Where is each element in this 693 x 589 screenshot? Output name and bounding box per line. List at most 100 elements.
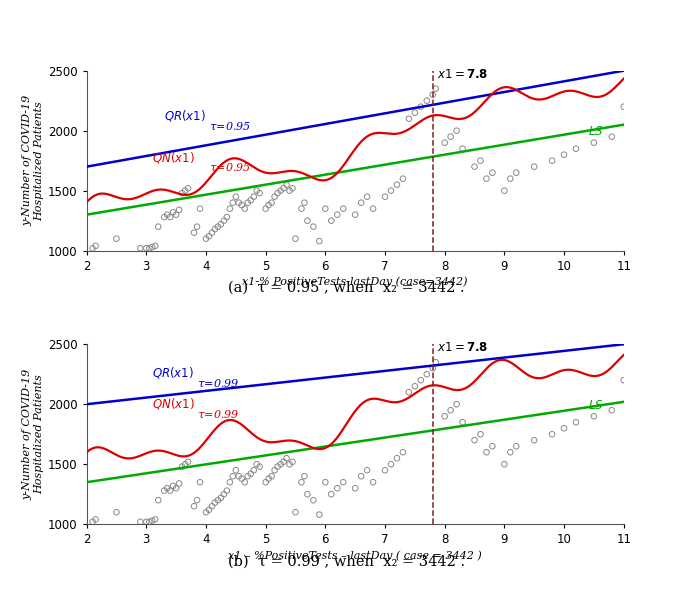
Point: [182, 184, 193, 193]
Point: [147, 516, 158, 525]
Point: [356, 198, 367, 207]
Point: [173, 205, 184, 214]
Point: [278, 457, 289, 466]
Point: [410, 382, 421, 391]
Point: [332, 210, 343, 219]
Point: [147, 242, 158, 252]
Point: [266, 472, 277, 481]
Point: [221, 213, 232, 222]
Point: [588, 138, 599, 147]
Point: [350, 210, 361, 219]
Point: [251, 186, 262, 196]
Point: [415, 376, 426, 385]
Point: [143, 243, 155, 253]
Point: [111, 234, 122, 243]
Point: [87, 243, 98, 253]
Text: $LS$: $LS$: [588, 125, 604, 138]
Point: [547, 429, 558, 439]
Point: [362, 192, 373, 201]
Point: [415, 102, 426, 111]
Text: $\tau$=0.95: $\tau$=0.95: [209, 120, 251, 132]
Point: [152, 495, 164, 505]
Point: [216, 220, 227, 229]
Point: [392, 180, 403, 190]
Point: [385, 459, 396, 469]
Point: [150, 515, 161, 524]
Point: [266, 198, 277, 207]
Point: [445, 405, 456, 415]
Point: [319, 478, 331, 487]
Point: [403, 388, 414, 397]
Point: [161, 210, 173, 219]
Point: [430, 358, 441, 367]
Point: [439, 138, 450, 147]
Text: $x1 = \mathbf{7.8}$: $x1 = \mathbf{7.8}$: [437, 342, 488, 355]
Point: [403, 114, 414, 123]
Point: [87, 517, 98, 527]
Point: [212, 222, 223, 231]
Point: [173, 479, 184, 488]
Point: [236, 200, 247, 210]
Point: [168, 207, 179, 217]
Point: [195, 204, 206, 213]
Point: [239, 478, 250, 487]
Point: [143, 517, 155, 527]
Point: [216, 493, 227, 502]
Point: [90, 241, 101, 250]
Point: [427, 90, 438, 100]
Point: [362, 465, 373, 475]
Point: [430, 84, 441, 94]
Point: [326, 216, 337, 226]
Point: [159, 213, 170, 222]
X-axis label: x1-% PositiveTests-lastDay (case=3442): x1-% PositiveTests-lastDay (case=3442): [243, 277, 468, 287]
Point: [451, 399, 462, 409]
Point: [159, 486, 170, 495]
Point: [421, 96, 432, 105]
Point: [188, 501, 200, 511]
Point: [290, 508, 301, 517]
Point: [299, 472, 310, 481]
Point: [204, 505, 215, 515]
Point: [165, 213, 176, 222]
Point: [263, 200, 274, 210]
Y-axis label: y-Number of COVID-19
Hospitalized Patients: y-Number of COVID-19 Hospitalized Patien…: [22, 95, 44, 226]
Point: [299, 198, 310, 207]
Point: [284, 186, 295, 196]
Point: [218, 489, 229, 499]
Point: [499, 186, 510, 196]
Point: [618, 376, 629, 385]
Point: [350, 484, 361, 493]
Point: [296, 478, 307, 487]
Text: $QR(x1)$: $QR(x1)$: [152, 365, 194, 380]
Point: [152, 222, 164, 231]
Point: [227, 472, 238, 481]
Point: [302, 216, 313, 226]
Point: [191, 222, 202, 231]
Point: [168, 481, 179, 491]
Point: [236, 474, 247, 484]
Point: [397, 174, 408, 183]
Point: [221, 486, 232, 495]
Point: [245, 196, 256, 205]
Point: [209, 224, 220, 234]
Point: [559, 150, 570, 160]
Point: [380, 465, 391, 475]
Point: [385, 186, 396, 196]
Point: [367, 478, 378, 487]
Text: $\tau$=0.99: $\tau$=0.99: [197, 377, 240, 389]
Point: [469, 435, 480, 445]
Point: [191, 495, 202, 505]
Point: [90, 515, 101, 524]
Point: [248, 465, 259, 475]
Point: [188, 228, 200, 237]
Point: [227, 198, 238, 207]
Point: [272, 188, 283, 198]
Point: [326, 489, 337, 499]
Point: [150, 241, 161, 250]
Point: [111, 508, 122, 517]
Point: [499, 459, 510, 469]
Point: [397, 448, 408, 457]
Text: $QN(x1)$: $QN(x1)$: [152, 150, 195, 165]
Point: [337, 204, 349, 213]
Point: [209, 498, 220, 507]
